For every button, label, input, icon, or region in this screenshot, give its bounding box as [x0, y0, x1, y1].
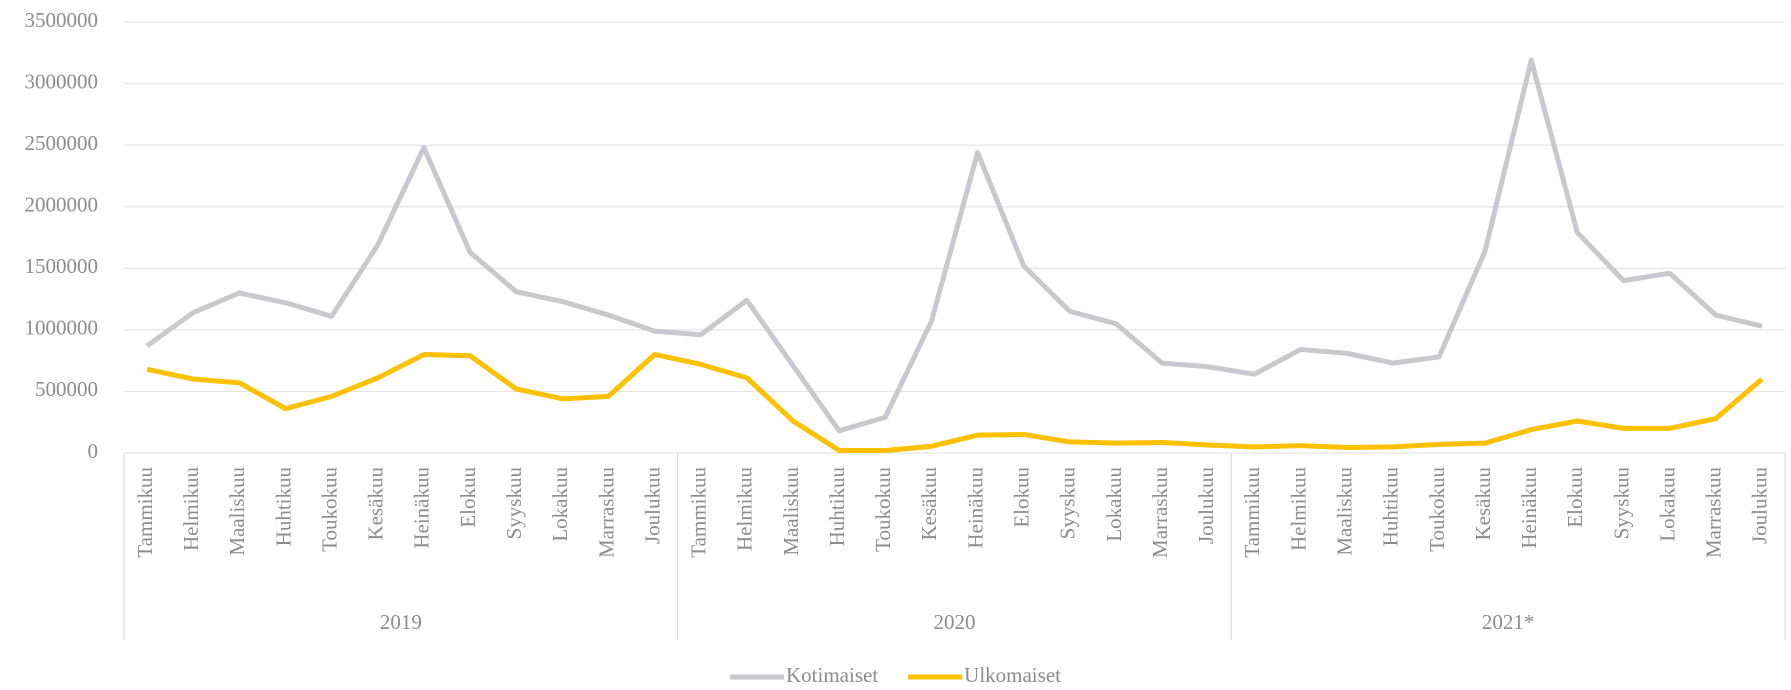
- y-tick-label: 2000000: [25, 193, 99, 217]
- y-tick-label: 3000000: [25, 69, 99, 93]
- x-tick-label: Syyskuu: [1056, 467, 1080, 540]
- y-tick-label: 2500000: [25, 131, 99, 155]
- x-tick-label: Marraskuu: [1702, 467, 1726, 558]
- x-tick-label: Huhtikuu: [825, 467, 849, 547]
- x-tick-label: Marraskuu: [594, 467, 618, 558]
- x-tick-label: Syyskuu: [1609, 467, 1633, 540]
- y-tick-label: 500000: [35, 377, 98, 401]
- x-tick-label: Helmikuu: [733, 467, 757, 551]
- x-tick-label: Toukokuu: [317, 467, 341, 552]
- x-tick-label: Tammikuu: [133, 467, 157, 558]
- line-series: [145, 57, 1763, 434]
- x-tick-label: Lokakuu: [1655, 467, 1679, 542]
- x-tick-label: Toukokuu: [1425, 467, 1449, 552]
- x-tick-label: Tammikuu: [687, 467, 711, 558]
- x-tick-label: Maaliskuu: [1332, 467, 1356, 556]
- x-tick-label: Maaliskuu: [779, 467, 803, 556]
- x-tick-label: Kesäkuu: [1471, 467, 1495, 541]
- x-tick-label: Kesäkuu: [917, 467, 941, 541]
- x-tick-label: Marraskuu: [1148, 467, 1172, 558]
- year-label: 2019: [380, 610, 422, 634]
- year-label: 2021*: [1482, 610, 1535, 634]
- x-tick-label: Heinäkuu: [410, 467, 434, 549]
- x-tick-label: Syyskuu: [502, 467, 526, 540]
- legend-label: Kotimaiset: [786, 663, 878, 687]
- x-tick-label: Joulukuu: [640, 467, 664, 545]
- x-tick-label: Maaliskuu: [225, 467, 249, 556]
- x-tick-label: Toukokuu: [871, 467, 895, 552]
- x-tick-label: Helmikuu: [179, 467, 203, 551]
- year-label: 2020: [934, 610, 976, 634]
- x-tick-label: Huhtikuu: [1379, 467, 1403, 547]
- x-tick-label: Huhtikuu: [271, 467, 295, 547]
- x-tick-label: Joulukuu: [1748, 467, 1772, 545]
- x-tick-label: Tammikuu: [1240, 467, 1264, 558]
- x-tick-label: Kesäkuu: [364, 467, 388, 541]
- line-series: [146, 351, 1764, 454]
- x-tick-label: Elokuu: [1010, 467, 1034, 528]
- x-tick-label: Heinäkuu: [963, 467, 987, 549]
- x-tick-label: Lokakuu: [548, 467, 572, 542]
- y-tick-label: 1000000: [25, 316, 99, 340]
- legend-label: Ulkomaiset: [964, 663, 1061, 687]
- y-tick-label: 3500000: [25, 8, 99, 32]
- x-tick-label: Elokuu: [456, 467, 480, 528]
- x-tick-label: Helmikuu: [1286, 467, 1310, 551]
- x-tick-label: Heinäkuu: [1517, 467, 1541, 549]
- x-tick-label: Lokakuu: [1102, 467, 1126, 542]
- y-tick-label: 0: [88, 439, 99, 463]
- x-tick-label: Elokuu: [1563, 467, 1587, 528]
- y-tick-label: 1500000: [25, 254, 99, 278]
- x-tick-label: Joulukuu: [1194, 467, 1218, 545]
